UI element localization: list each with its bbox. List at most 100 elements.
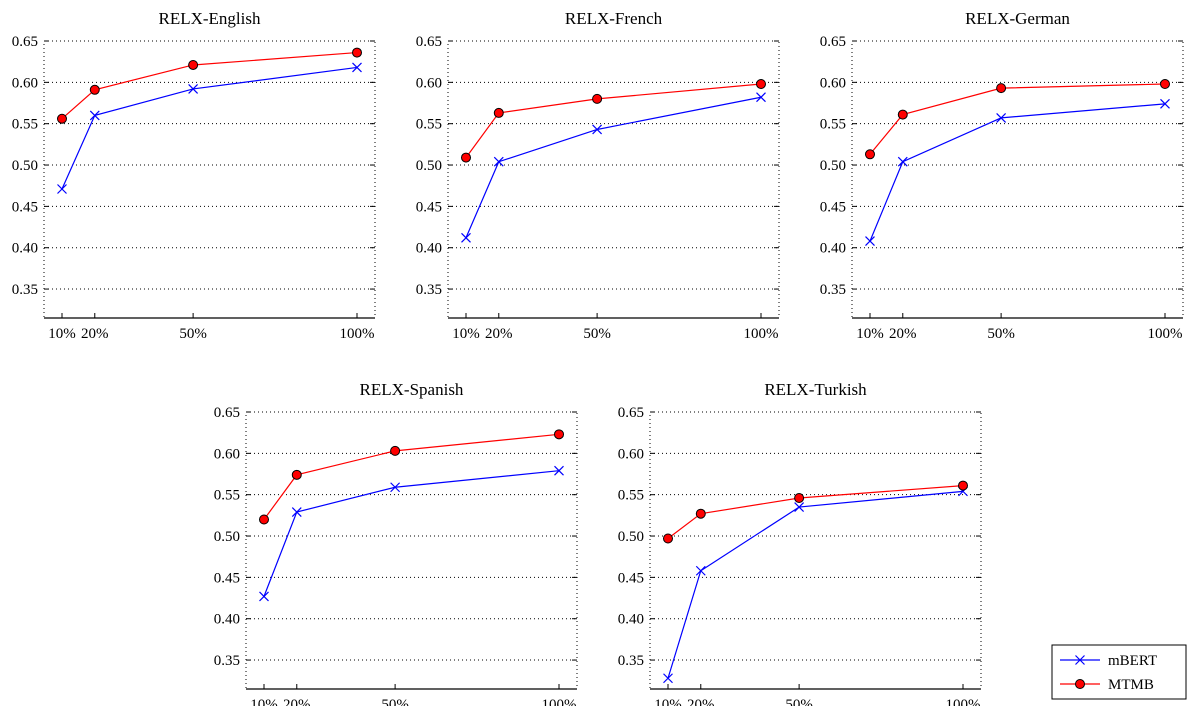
point-mtmb xyxy=(592,93,603,104)
x-tick-label: 20% xyxy=(687,697,715,706)
subplot-relx-french: RELX-French 0.35 0.40 0.45 0.50 0.55 0.60 0.65 1… xyxy=(416,9,780,342)
point-mtmb xyxy=(897,109,908,120)
y-tick-label: 0.60 xyxy=(820,75,846,91)
subplot-title: RELX-French xyxy=(565,9,663,28)
series-line-mbert xyxy=(465,96,762,239)
y-tick-label: 0.50 xyxy=(12,158,38,174)
y-tick-label: 0.65 xyxy=(618,405,644,421)
point-mbert xyxy=(554,465,564,476)
subplot-relx-turkish: RELX-Turkish 0.35 0.40 0.45 0.50 0.55 0.60 0.65… xyxy=(618,380,982,706)
x-tick-label: 20% xyxy=(889,326,917,342)
point-mtmb xyxy=(756,78,766,89)
y-tick-label: 0.40 xyxy=(12,241,38,257)
series-line-mtmb xyxy=(263,433,560,520)
y-tick-label: 0.55 xyxy=(820,117,846,133)
y-tick-label: 0.35 xyxy=(820,282,846,298)
point-mbert xyxy=(592,124,603,135)
series-line-mbert xyxy=(667,490,964,679)
x-tick-label: 10% xyxy=(856,326,884,342)
point-mbert xyxy=(756,92,766,103)
x-tick-label: 10% xyxy=(250,697,278,706)
y-tick-label: 0.35 xyxy=(12,282,38,298)
legend-marker-circle xyxy=(1075,679,1085,689)
point-mtmb xyxy=(352,47,362,58)
y-tick-label: 0.35 xyxy=(416,282,442,298)
subplot-title: RELX-Turkish xyxy=(764,380,867,399)
point-mbert xyxy=(897,156,908,167)
point-mtmb xyxy=(57,113,67,124)
point-mtmb xyxy=(188,59,199,70)
x-tick-label: 20% xyxy=(283,697,311,706)
point-mtmb xyxy=(291,469,302,480)
y-tick-label: 0.40 xyxy=(416,241,442,257)
y-tick-label: 0.50 xyxy=(820,158,846,174)
series-line-mtmb xyxy=(667,484,964,539)
point-mtmb xyxy=(958,480,968,491)
point-mbert xyxy=(996,112,1007,123)
y-tick-label: 0.60 xyxy=(618,446,644,462)
point-mbert xyxy=(259,591,269,602)
plot-frame xyxy=(43,40,376,319)
series-line-mbert xyxy=(61,66,358,190)
point-mtmb xyxy=(1160,78,1170,89)
point-mtmb xyxy=(89,84,100,95)
point-mbert xyxy=(390,482,401,493)
legend-marker-x xyxy=(1075,655,1085,665)
subplot-relx-english: RELX-English 0.35 0.40 0.45 0.50 0.55 0.60 0.65… xyxy=(12,9,376,342)
plot-frame xyxy=(649,411,982,690)
subplot-relx-german: RELX-German 0.35 0.40 0.45 0.50 0.55 0.60 0.65 1… xyxy=(820,9,1184,342)
y-tick-label: 0.45 xyxy=(416,199,442,215)
x-tick-label: 100% xyxy=(946,697,981,706)
subplot-title: RELX-English xyxy=(159,9,261,28)
subplot-title: RELX-Spanish xyxy=(360,380,464,399)
y-tick-label: 0.65 xyxy=(820,34,846,50)
x-tick-label: 100% xyxy=(1148,326,1183,342)
series-line-mbert xyxy=(869,103,1166,242)
point-mbert xyxy=(57,184,67,194)
x-tick-label: 50% xyxy=(583,326,611,342)
y-tick-label: 0.55 xyxy=(214,488,240,504)
y-tick-label: 0.45 xyxy=(12,199,38,215)
x-tick-label: 100% xyxy=(542,697,577,706)
point-mbert xyxy=(794,502,805,513)
x-tick-label: 10% xyxy=(452,326,480,342)
y-tick-label: 0.65 xyxy=(416,34,442,50)
y-tick-label: 0.60 xyxy=(12,75,38,91)
point-mbert xyxy=(188,84,199,94)
point-mtmb xyxy=(865,149,875,160)
point-mbert xyxy=(663,673,673,684)
y-tick-label: 0.45 xyxy=(214,570,240,586)
plot-frame xyxy=(245,411,578,690)
series-line-mtmb xyxy=(61,51,358,120)
legend-box xyxy=(1051,644,1187,700)
series-line-mbert xyxy=(263,470,560,597)
x-tick-label: 10% xyxy=(654,697,682,706)
x-tick-label: 20% xyxy=(485,326,513,342)
legend-label: mBERT xyxy=(1108,653,1157,669)
point-mtmb xyxy=(663,533,673,544)
x-tick-label: 50% xyxy=(785,697,813,706)
x-tick-label: 100% xyxy=(744,326,779,342)
point-mtmb xyxy=(996,83,1007,94)
point-mtmb xyxy=(461,152,471,163)
y-tick-label: 0.60 xyxy=(214,446,240,462)
y-tick-label: 0.35 xyxy=(618,653,644,669)
y-tick-label: 0.65 xyxy=(12,34,38,50)
point-mtmb xyxy=(794,492,805,503)
y-tick-label: 0.55 xyxy=(416,117,442,133)
legend: mBERT MTMB xyxy=(1051,644,1187,700)
y-tick-label: 0.50 xyxy=(214,529,240,545)
x-tick-label: 50% xyxy=(179,326,207,342)
point-mbert xyxy=(493,156,504,167)
y-tick-label: 0.60 xyxy=(416,75,442,91)
y-tick-label: 0.45 xyxy=(820,199,846,215)
x-tick-label: 10% xyxy=(48,326,76,342)
x-tick-label: 50% xyxy=(381,697,409,706)
x-tick-label: 100% xyxy=(340,326,375,342)
point-mbert xyxy=(1160,98,1170,109)
x-tick-label: 50% xyxy=(987,326,1015,342)
y-tick-label: 0.40 xyxy=(820,241,846,257)
y-tick-label: 0.50 xyxy=(416,158,442,174)
series-line-mtmb xyxy=(465,83,762,158)
